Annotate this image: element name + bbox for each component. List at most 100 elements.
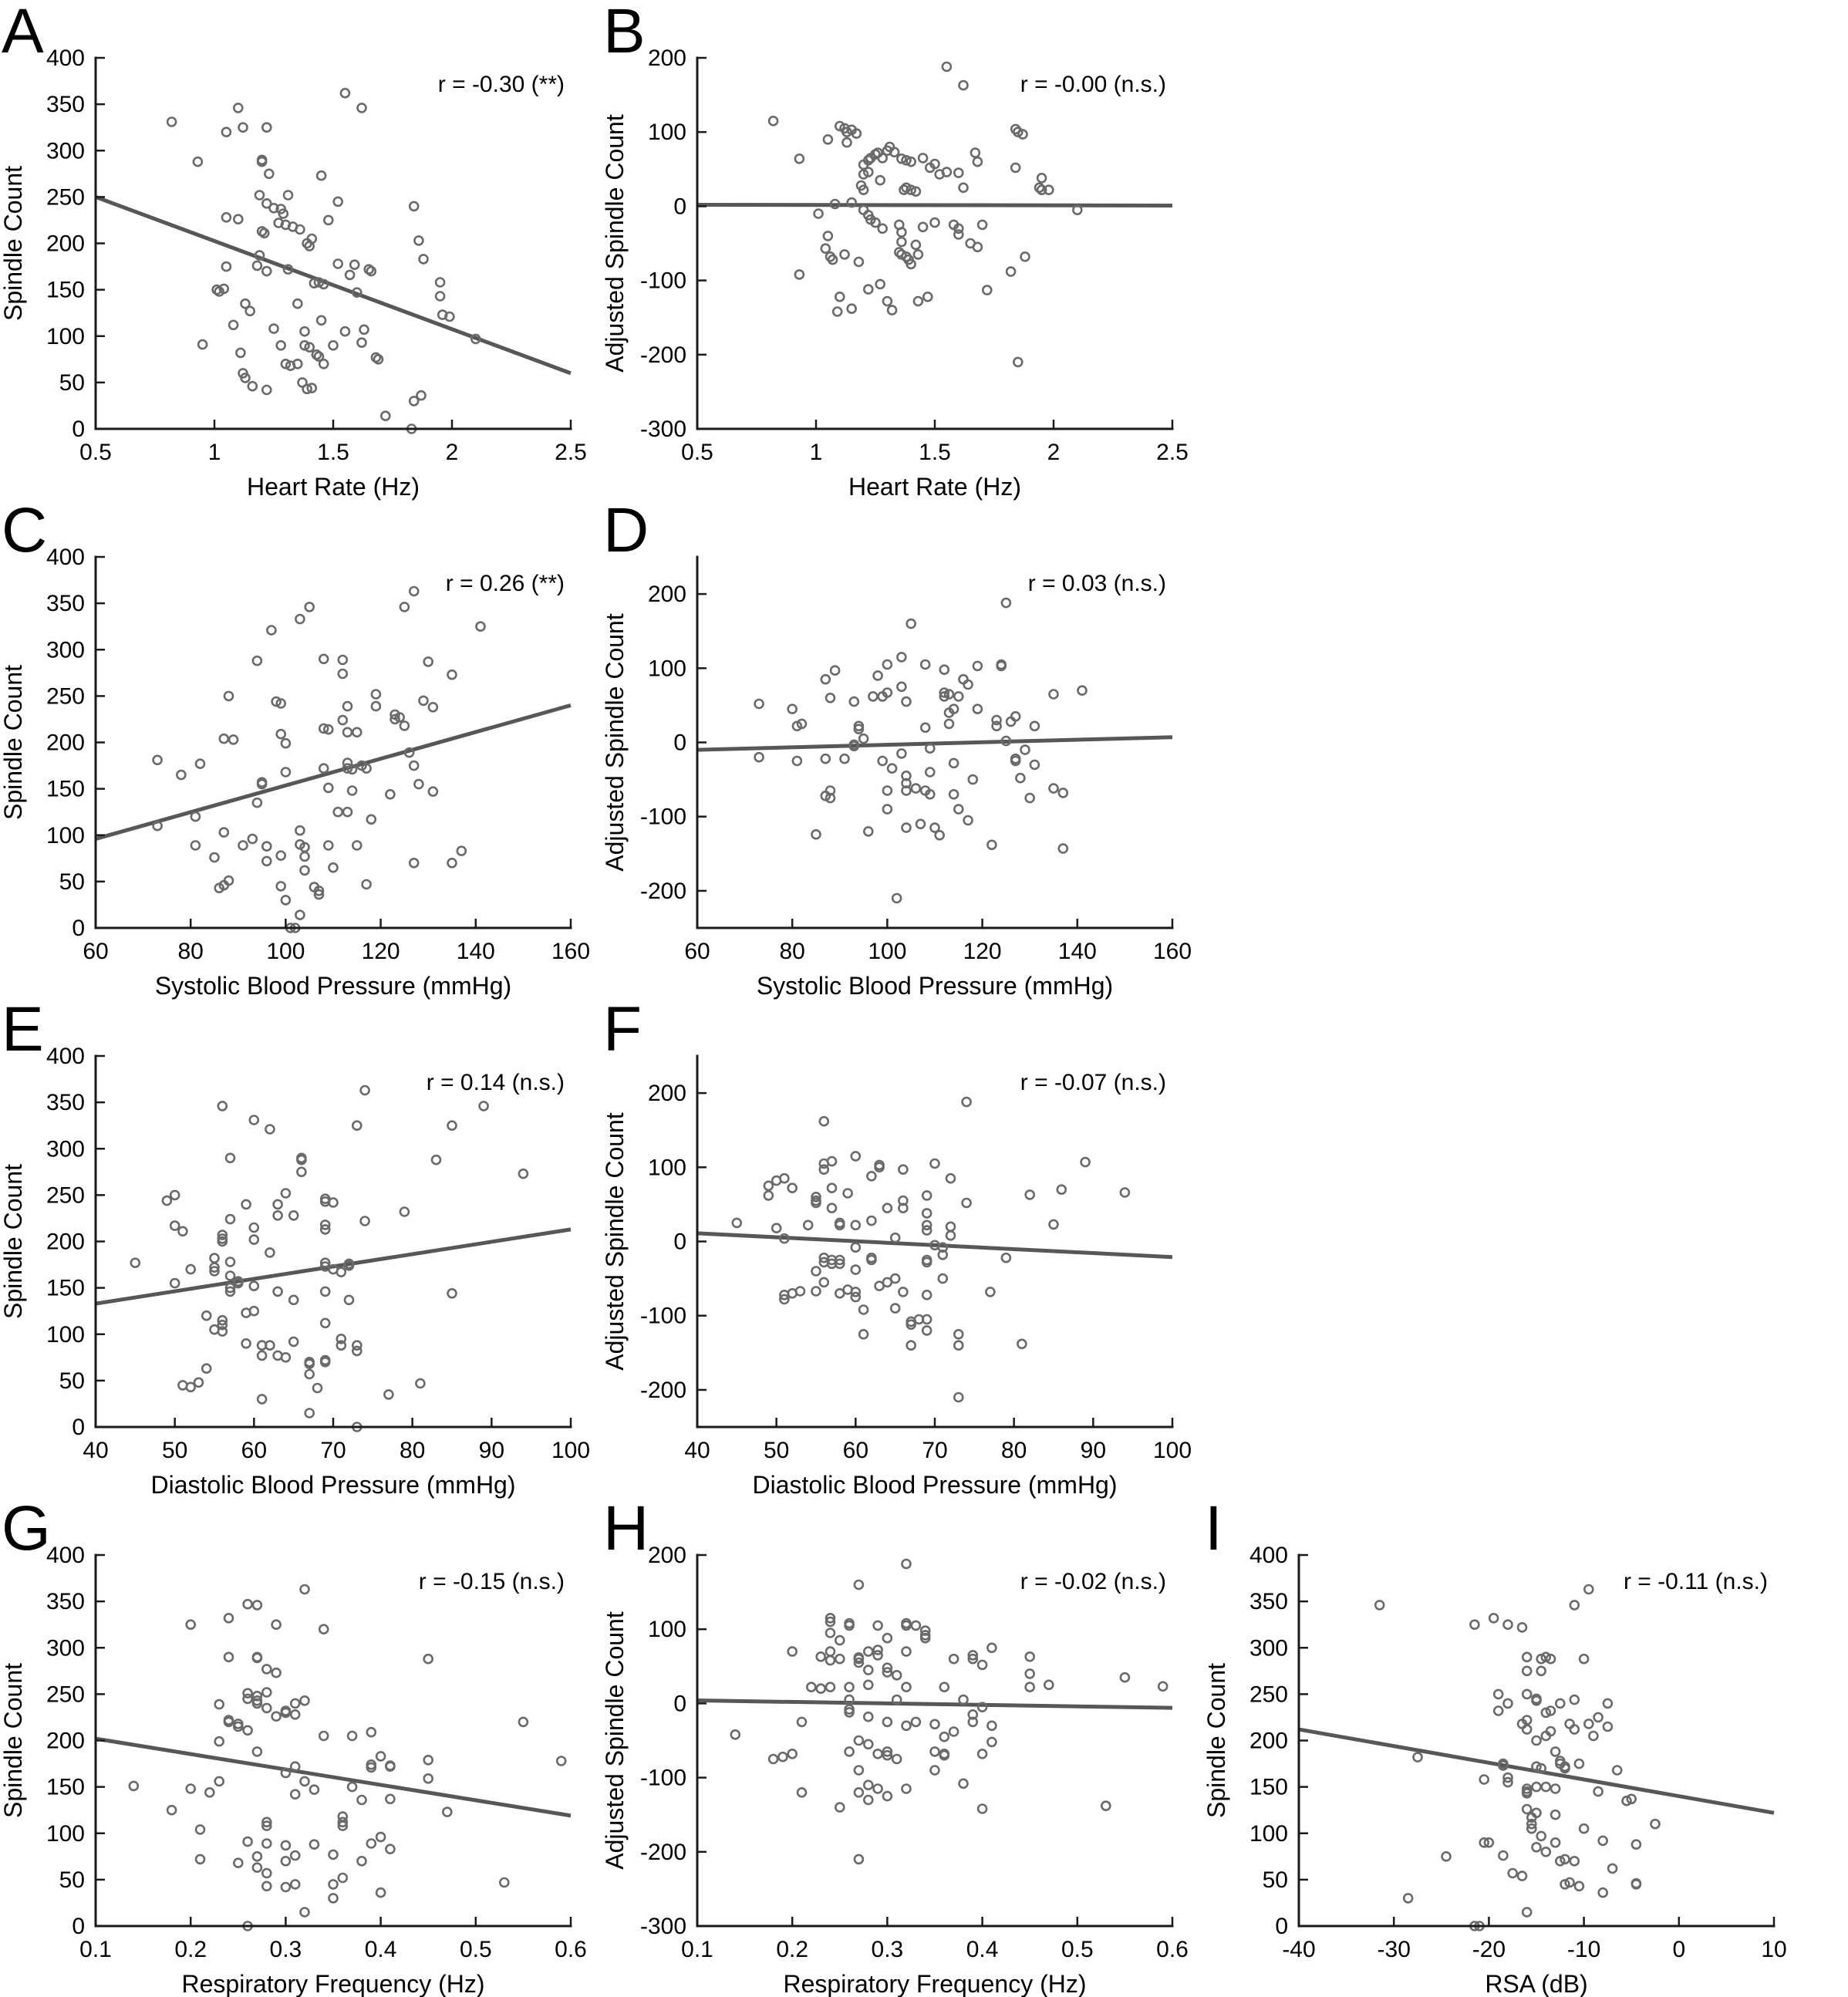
data-point: [332, 196, 344, 207]
data-point: [862, 1794, 874, 1806]
data-point: [299, 1776, 310, 1787]
data-point: [399, 602, 410, 612]
data-point: [194, 1854, 206, 1865]
data-point: [318, 723, 329, 734]
x-axis-label: RSA (dB): [1485, 1970, 1587, 1997]
data-point: [251, 1690, 263, 1702]
data-point: [241, 1199, 251, 1210]
data-point: [850, 1291, 862, 1303]
data-point: [251, 1600, 263, 1611]
data-point: [882, 687, 893, 698]
data-point: [767, 116, 779, 126]
data-point: [1545, 1725, 1556, 1737]
axes: [696, 1553, 1174, 1928]
data-point: [958, 1694, 969, 1705]
y-tick-label: 400: [46, 46, 85, 71]
y-tick-label: 150: [46, 1775, 85, 1800]
x-axis-label: Heart Rate (Hz): [848, 473, 1021, 501]
data-point: [779, 1294, 790, 1305]
data-point: [366, 814, 377, 825]
data-point: [921, 1314, 932, 1325]
data-point: [862, 284, 874, 295]
data-point: [346, 1781, 358, 1793]
data-point: [1012, 356, 1023, 368]
data-point: [972, 660, 983, 672]
data-point: [1488, 1613, 1499, 1624]
data-point: [1540, 1846, 1552, 1857]
y-tick-label: 0: [673, 730, 686, 756]
data-point: [456, 845, 467, 857]
data-point: [882, 1632, 893, 1644]
data-point: [244, 305, 256, 317]
x-tick-label: 70: [320, 1438, 346, 1463]
data-point: [1000, 735, 1012, 747]
y-tick-label: 0: [72, 1415, 85, 1440]
data-point: [919, 1632, 931, 1644]
data-point: [1469, 1619, 1480, 1630]
data-point: [1024, 1651, 1036, 1662]
data-point: [408, 857, 420, 869]
data-point: [1521, 1907, 1533, 1918]
data-point: [478, 1101, 489, 1112]
data-point: [850, 1264, 862, 1275]
data-point: [858, 1328, 869, 1340]
data-point: [304, 342, 315, 353]
scatter-points: [152, 585, 486, 933]
data-point: [834, 1258, 845, 1270]
data-point: [423, 1773, 434, 1784]
data-point: [868, 691, 878, 702]
data-point: [292, 298, 303, 309]
data-point: [1024, 1189, 1036, 1200]
data-point: [399, 720, 410, 731]
panel-letter: E: [2, 994, 44, 1064]
data-point: [223, 875, 234, 886]
data-point: [217, 1101, 228, 1112]
y-tick-label: 350: [46, 1090, 85, 1115]
data-point: [825, 1646, 836, 1657]
data-point: [1521, 1651, 1533, 1663]
data-point: [976, 1803, 988, 1814]
data-point: [444, 311, 455, 322]
regression-line: [696, 202, 1173, 207]
data-point: [242, 1693, 253, 1705]
y-tick-label: -300: [640, 1914, 686, 1939]
data-point: [389, 713, 400, 725]
data-point: [901, 770, 912, 781]
data-point: [822, 134, 834, 145]
data-point: [787, 703, 798, 715]
data-point: [152, 820, 163, 832]
data-point: [423, 656, 434, 667]
x-tick-label: 140: [1058, 939, 1097, 964]
y-axis-label: Adjusted Spindle Count: [601, 1112, 629, 1371]
data-point: [318, 1624, 329, 1634]
data-point: [312, 1382, 323, 1394]
data-point: [972, 703, 983, 715]
data-point: [272, 1199, 283, 1210]
data-point: [963, 815, 973, 826]
data-point: [1015, 772, 1026, 784]
x-axis-label: Diastolic Blood Pressure (mmHg): [752, 1471, 1117, 1499]
data-point: [275, 850, 287, 862]
data-point: [1583, 1584, 1594, 1595]
data-point: [1588, 1730, 1599, 1742]
data-point: [361, 763, 372, 774]
x-tick-label: 2.5: [555, 440, 587, 465]
data-point: [217, 1314, 228, 1326]
data-point: [356, 1855, 367, 1867]
data-point: [351, 727, 363, 738]
data-point: [232, 1857, 244, 1869]
data-point: [901, 822, 912, 833]
y-tick-label: 350: [46, 92, 85, 117]
data-point: [309, 1839, 320, 1850]
data-point: [383, 1389, 394, 1400]
regression-line: [95, 1227, 572, 1306]
data-point: [256, 1350, 268, 1361]
data-point: [336, 1340, 347, 1351]
data-point: [850, 1219, 862, 1231]
data-point: [447, 669, 457, 680]
data-point: [423, 1653, 434, 1665]
data-point: [1597, 1887, 1609, 1898]
data-point: [328, 862, 339, 873]
y-tick-label: 350: [1249, 1589, 1288, 1614]
